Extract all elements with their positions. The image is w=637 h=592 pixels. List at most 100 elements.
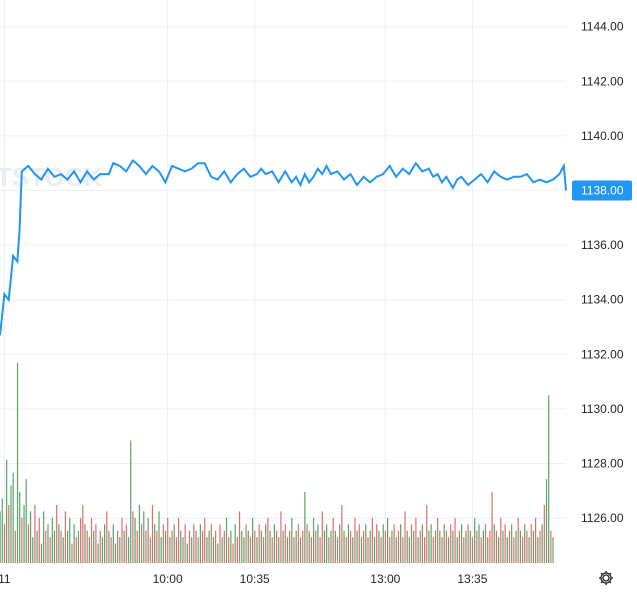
volume-bar (315, 530, 317, 563)
volume-bar (93, 530, 95, 563)
volume-bar (524, 524, 526, 563)
volume-bar (43, 511, 45, 563)
volume-bar (199, 524, 201, 563)
volume-bar (334, 530, 336, 563)
x-tick-label: 13:35 (457, 572, 487, 586)
volume-bar (90, 517, 93, 563)
volume-bar (382, 524, 384, 563)
volume-bar (393, 524, 395, 563)
volume-bar (535, 517, 537, 563)
volume-bar (14, 530, 16, 563)
volume-bar (136, 530, 138, 563)
volume-bar (132, 511, 134, 563)
volume-bar (75, 537, 77, 563)
volume-bar (6, 459, 8, 563)
volume-bar (349, 530, 352, 563)
volume-bar (493, 524, 495, 563)
volume-bar (114, 543, 117, 563)
volume-bar (410, 524, 413, 563)
x-tick-label: 11 (0, 572, 11, 586)
volume-bar (175, 537, 178, 563)
volume-bar (267, 517, 269, 563)
volume-bar (424, 537, 426, 563)
volume-bar (221, 537, 223, 563)
y-tick-label: 1140.00 (581, 129, 624, 143)
volume-bar (184, 524, 186, 563)
price-line (0, 158, 567, 336)
volume-bar (217, 543, 219, 563)
volume-bar (149, 537, 151, 563)
volume-bar (32, 537, 34, 563)
volume-bar (543, 504, 545, 563)
volume-bar (95, 524, 97, 563)
y-axis: 1144.00 1142.00 1140.00 1138.00 1136.00 1134.… (581, 20, 624, 525)
volume-bar (447, 537, 450, 563)
volume-bar (526, 530, 528, 563)
volume-bar (358, 524, 360, 563)
volume-bar (219, 524, 221, 563)
y-tick-label: 1130.00 (581, 402, 624, 416)
volume-bar (330, 530, 332, 563)
volume-bar (345, 537, 347, 563)
volume-bar (289, 530, 291, 563)
last-price-label: 1138.00 (581, 184, 624, 198)
volume-bar (60, 530, 62, 563)
volume-bar (241, 530, 243, 563)
volume-bar (308, 530, 310, 563)
volume-bar (258, 524, 260, 563)
y-tick-label: 1142.00 (581, 74, 624, 88)
volume-bar (336, 537, 339, 563)
volume-bar (550, 530, 552, 563)
volume-bar (56, 504, 58, 563)
volume-bar (284, 524, 286, 563)
volume-bar (539, 530, 541, 563)
volume-bar (193, 524, 195, 563)
volume-bar (458, 530, 461, 563)
volume-bar (406, 530, 408, 563)
volume-bar (367, 537, 369, 563)
volume-bar (491, 492, 493, 563)
volume-bar (280, 511, 282, 563)
y-tick-label: 1126.00 (581, 511, 624, 525)
volume-bar (160, 537, 162, 563)
volume-bar (437, 517, 439, 563)
volume-bar (356, 530, 358, 563)
volume-bar (413, 530, 415, 563)
volume-bars (0, 363, 554, 563)
y-tick-label: 1128.00 (581, 457, 624, 471)
volume-bar (171, 530, 173, 563)
volume-bar (232, 543, 234, 563)
volume-bar (517, 517, 519, 563)
volume-bar (234, 524, 236, 563)
volume-bar (548, 395, 550, 563)
volume-bar (421, 524, 424, 563)
volume-bar (151, 504, 154, 563)
volume-bar (123, 530, 125, 563)
volume-bar (117, 530, 119, 563)
volume-bar (84, 524, 86, 563)
volume-bar (53, 530, 56, 563)
volume-bar (269, 530, 271, 563)
volume-bar (471, 537, 474, 563)
volume-bar (86, 530, 88, 563)
settings-button[interactable] (599, 571, 613, 585)
volume-bar (191, 537, 193, 563)
volume-bar (380, 537, 382, 563)
volume-bar (482, 530, 484, 563)
volume-bar (19, 492, 21, 563)
volume-bar (532, 530, 535, 563)
volume-bar (23, 504, 25, 563)
volume-bar (352, 537, 354, 563)
volume-bar (371, 517, 373, 563)
volume-bar (88, 537, 90, 563)
volume-bar (378, 530, 380, 563)
volume-bar (312, 517, 315, 563)
volume-bar (408, 537, 410, 563)
volume-bar (36, 530, 38, 563)
volume-bar (528, 537, 530, 563)
volume-bar (119, 537, 121, 563)
volume-bar (138, 504, 141, 563)
volume-bar (397, 530, 400, 563)
volume-bar (386, 517, 389, 563)
